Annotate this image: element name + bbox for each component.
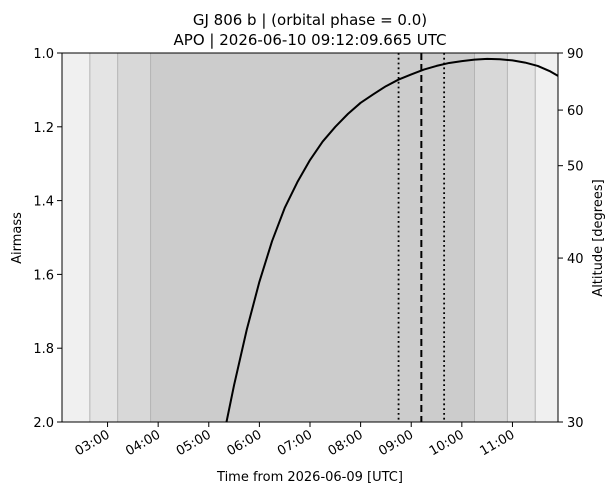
twilight-band-2: [117, 53, 151, 422]
altitude-axis-label: Altitude [degrees]: [591, 179, 606, 296]
twilight-band-3: [150, 53, 475, 422]
y-tick-label-2: 1.4: [33, 195, 54, 210]
chart-title: GJ 806 b | (orbital phase = 0.0) APO | 2…: [174, 11, 447, 49]
x-axis-label: Time from 2026-06-09 [UTC]: [216, 470, 403, 485]
twilight-band-4: [474, 53, 508, 422]
twilight-band-6: [535, 53, 558, 422]
x-tick-label-4: 07:00: [275, 427, 315, 459]
altitude-tick-label-2: 50: [567, 160, 584, 175]
altitude-tick-label-1: 60: [567, 104, 584, 119]
twilight-bands: [62, 53, 558, 422]
series-group: [225, 57, 559, 423]
y-tick-label-5: 2.0: [33, 416, 54, 431]
y-tick-label-1: 1.2: [33, 121, 54, 136]
x-axis-ticks: 03:00 04:00 05:00 06:00 07:00 08:00 09:00 10:00…: [73, 422, 518, 459]
y-axis-label: Airmass: [10, 212, 25, 264]
title-line-2: APO | 2026-06-10 09:12:09.665 UTC: [174, 31, 447, 49]
title-line-1: GJ 806 b | (orbital phase = 0.0): [193, 11, 427, 29]
twilight-band-5: [507, 53, 536, 422]
x-tick-label-5: 08:00: [326, 427, 366, 459]
y-tick-label-0: 1.0: [33, 47, 54, 62]
altitude-tick-label-0: 90: [567, 47, 584, 62]
altitude-tick-label-4: 30: [567, 416, 584, 431]
x-tick-label-3: 06:00: [224, 427, 264, 459]
x-tick-label-6: 09:00: [376, 427, 416, 459]
x-tick-label-7: 10:00: [427, 427, 467, 459]
x-tick-label-0: 03:00: [73, 427, 113, 459]
x-tick-label-8: 11:00: [478, 427, 518, 459]
twilight-band-1: [89, 53, 118, 422]
altitude-axis-ticks: 90 60 50 40 30: [558, 47, 584, 431]
altitude-tick-label-3: 40: [567, 252, 584, 267]
y-axis-ticks: 1.0 1.2 1.4 1.6 1.8 2.0: [33, 47, 62, 431]
vertical-markers: [397, 53, 446, 422]
y-tick-label-4: 1.8: [33, 342, 54, 357]
twilight-band-0: [62, 53, 90, 422]
y-tick-label-3: 1.6: [33, 268, 54, 283]
x-tick-label-1: 04:00: [123, 427, 163, 459]
x-tick-label-2: 05:00: [174, 427, 214, 459]
airmass-curve-0: [225, 57, 559, 423]
